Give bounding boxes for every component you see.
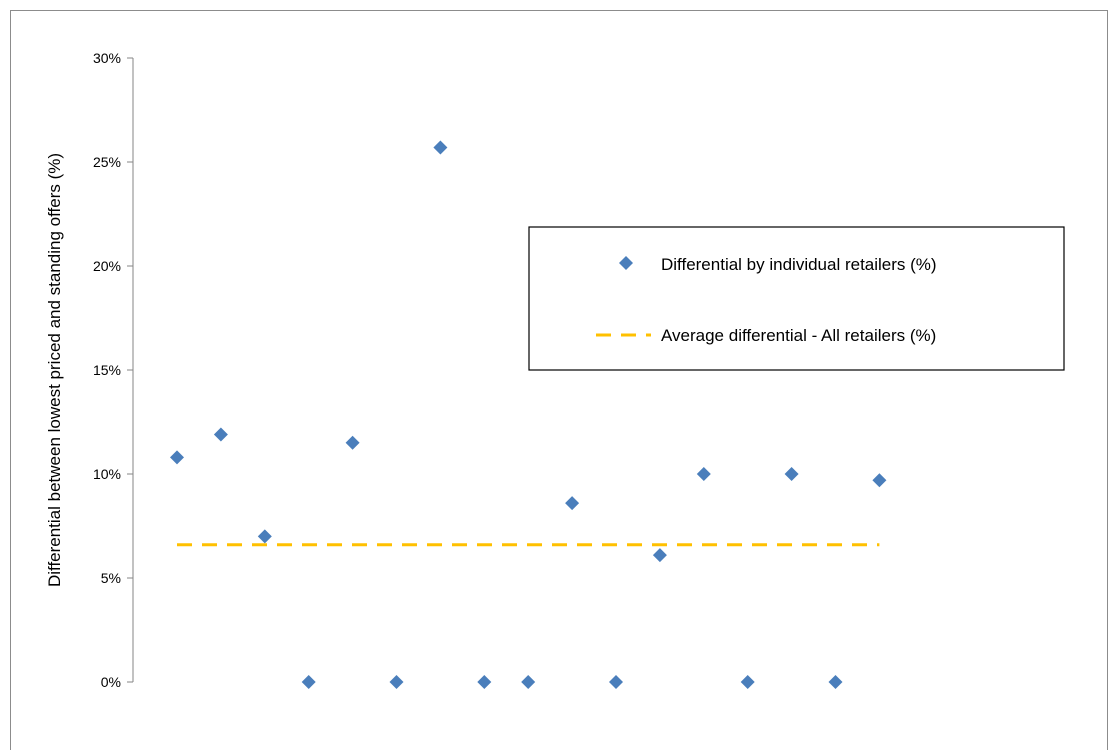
legend-diamond-marker <box>619 256 633 270</box>
data-point-diamond <box>609 675 623 689</box>
data-point-diamond <box>872 473 887 488</box>
legend-label-average: Average differential - All retailers (%) <box>661 326 936 345</box>
data-point-diamond <box>652 548 667 563</box>
data-point-diamond <box>696 467 711 481</box>
data-point-diamond <box>257 529 272 544</box>
y-tick-label: 30% <box>93 50 121 66</box>
data-point-diamond <box>740 675 755 689</box>
data-point-diamond <box>213 427 228 442</box>
y-tick-label: 0% <box>101 674 121 690</box>
y-tick-label: 25% <box>93 154 121 170</box>
data-point-diamond <box>477 675 492 689</box>
data-point-diamond <box>345 435 360 450</box>
data-point-diamond <box>170 450 184 465</box>
data-point-diamond <box>301 675 316 689</box>
data-point-diamond <box>521 675 536 689</box>
legend-label-retailers: Differential by individual retailers (%) <box>661 255 937 274</box>
y-axis: 0% 5% 10% 15% 20% 25% 30% <box>93 50 134 690</box>
y-tick-label: 20% <box>93 258 121 274</box>
data-point-diamond <box>784 467 799 481</box>
data-point-diamond <box>565 496 580 511</box>
y-tick-label: 15% <box>93 362 121 378</box>
data-point-diamond <box>828 675 843 689</box>
y-tick-label: 5% <box>101 570 121 586</box>
legend-box <box>528 226 1065 371</box>
data-point-diamond <box>433 140 448 155</box>
legend: Differential by individual retailers (%)… <box>528 226 1065 371</box>
y-axis-label: Differential between lowest priced and s… <box>45 153 64 587</box>
data-point-diamond <box>389 675 404 689</box>
chart-frame <box>10 10 1108 750</box>
y-tick-label: 10% <box>93 466 121 482</box>
data-points <box>170 140 887 689</box>
